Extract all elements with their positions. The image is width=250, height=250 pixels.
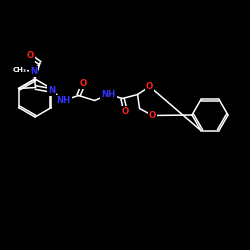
Text: N: N bbox=[30, 67, 37, 76]
Text: CH₃: CH₃ bbox=[12, 66, 26, 72]
Text: O: O bbox=[80, 79, 87, 88]
Text: O: O bbox=[26, 52, 34, 60]
Text: O: O bbox=[146, 82, 153, 91]
Text: O: O bbox=[149, 111, 156, 120]
Text: O: O bbox=[122, 107, 129, 116]
Text: NH: NH bbox=[56, 96, 71, 105]
Text: N: N bbox=[48, 86, 55, 95]
Text: NH: NH bbox=[102, 90, 116, 99]
